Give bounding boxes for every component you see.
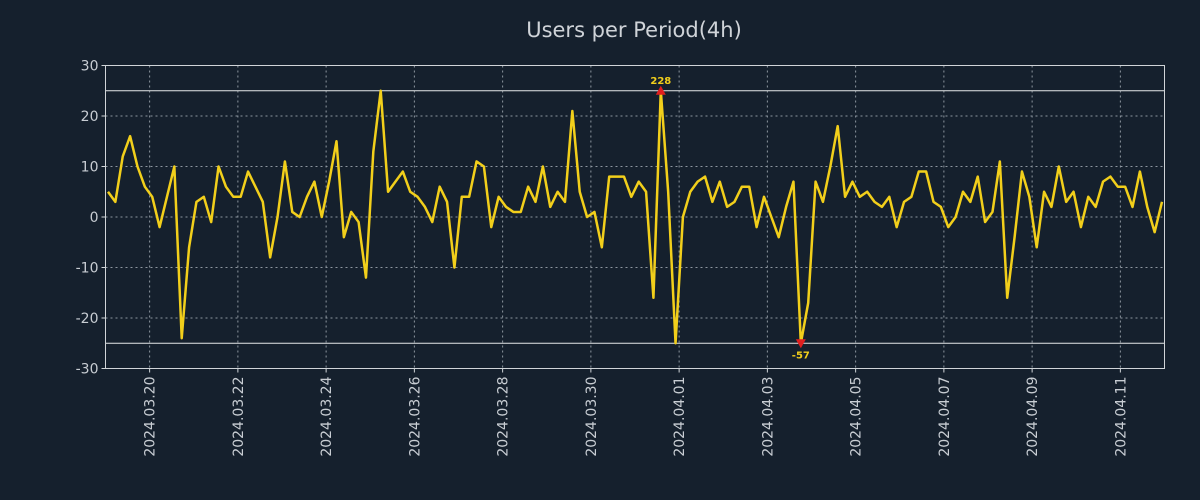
x-tick-label: 2024.03.30 [584, 377, 600, 457]
series-line-users [106, 89, 1164, 345]
x-tick-label: 2024.03.28 [496, 377, 512, 457]
y-tick-label: 20 [81, 109, 99, 125]
x-tick-label: 2024.03.20 [143, 377, 159, 457]
y-tick-label: -30 [76, 362, 99, 378]
plot-frame [105, 65, 1165, 369]
x-tick-label: 2024.04.07 [937, 377, 953, 457]
x-tick-label: 2024.03.22 [231, 377, 247, 457]
annotation-marker [655, 85, 666, 95]
annotation-marker [795, 339, 806, 349]
y-tick-label: 30 [81, 59, 99, 75]
annotation-label: -57 [792, 350, 810, 361]
x-tick-label: 2024.04.11 [1113, 377, 1129, 457]
x-tick-label: 2024.04.01 [672, 377, 688, 457]
x-tick-label: 2024.04.09 [1025, 377, 1041, 457]
chart-title: Users per Period(4h) [526, 18, 742, 42]
y-tick-label: 10 [81, 160, 99, 176]
y-tick-label: 0 [90, 210, 99, 226]
x-tick-label: 2024.04.03 [760, 377, 776, 457]
y-tick-label: -20 [76, 311, 99, 327]
annotation-label: 228 [650, 76, 671, 87]
x-tick-label: 2024.03.24 [319, 376, 335, 456]
x-tick-label: 2024.03.26 [407, 376, 423, 456]
y-tick-label: -10 [76, 261, 99, 277]
x-tick-label: 2024.04.05 [849, 377, 865, 457]
